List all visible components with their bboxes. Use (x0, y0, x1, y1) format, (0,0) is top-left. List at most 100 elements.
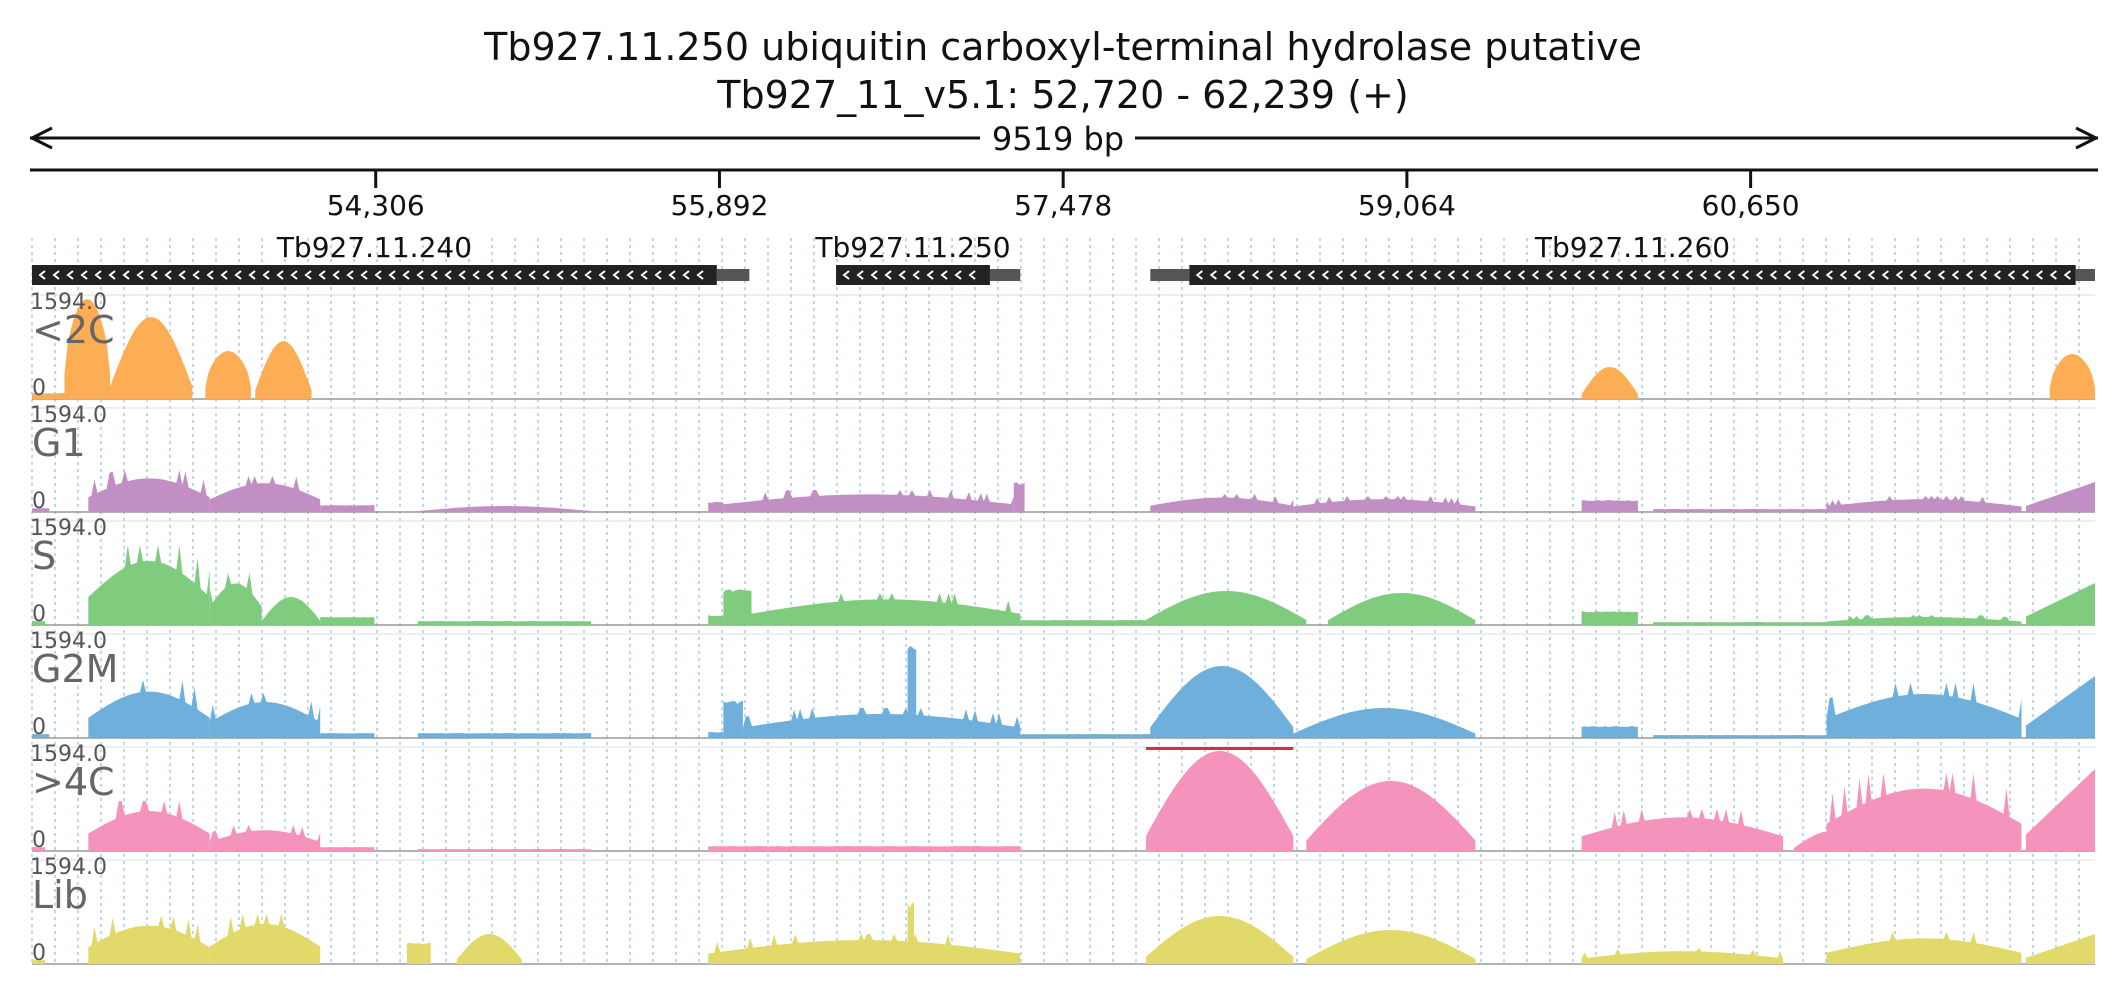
coverage-area-2 (110, 317, 193, 399)
axis-tick-label-1: 55,892 (670, 189, 768, 222)
span-left-arrow-icon (31, 126, 53, 150)
track-name-label: >4C (32, 760, 115, 804)
coverage-area-13 (1653, 735, 1827, 738)
track-zero-label: 0 (32, 489, 46, 514)
coverage-area-1 (88, 680, 210, 738)
coverage-area-5 (708, 502, 724, 512)
coverage-area-14 (1826, 615, 2022, 625)
coverage-area-8 (907, 646, 917, 738)
coverage-area-3 (320, 505, 375, 512)
coverage-area-0 (32, 960, 46, 964)
position-axis: 54,306 55,892 57,478 59,064 60,650 (30, 168, 2098, 222)
span-right-arrow-icon (2075, 126, 2097, 150)
coverage-area-0 (32, 508, 50, 512)
gene-track: Tb927.11.240 Tb927.11.250 Tb927.11.260 (32, 231, 2095, 285)
coverage-area-6 (907, 902, 915, 964)
coverage-area-3 (320, 847, 375, 851)
track-max-label: 1594.0 (30, 516, 107, 541)
coverage-area-5 (708, 934, 1021, 964)
coverage-area-1 (88, 470, 210, 512)
track-4c: 1594.0>4C 0 (30, 742, 2095, 853)
coverage-area-2 (209, 693, 321, 738)
track-zero-label: 0 (32, 828, 46, 853)
coverage-area-8 (1306, 930, 1476, 964)
coverage-area-4 (255, 341, 312, 399)
track-zero-label: 0 (32, 715, 46, 740)
coverage-area-11 (2025, 769, 2095, 851)
gene-utr-2-0 (1150, 269, 1190, 281)
coverage-area-4 (417, 849, 592, 851)
coverage-area-3 (205, 351, 251, 399)
coverage-area-9 (1293, 496, 1476, 512)
coverage-area-5 (1581, 367, 1638, 399)
coverage-area-6 (723, 700, 743, 738)
coverage-area-4 (417, 733, 592, 738)
track-max-label: 1594.0 (30, 629, 107, 654)
coverage-area-15 (2025, 583, 2095, 625)
coverage-area-12 (1826, 496, 2022, 512)
span-ruler: 9519 bp (30, 120, 2098, 158)
gene-strand-chevrons-1 (842, 270, 976, 280)
coverage-area-0 (32, 734, 50, 738)
track-2c: 1594.0<2C 0 (30, 290, 2095, 401)
coverage-area-10 (1145, 591, 1307, 625)
coverage-area-7 (1013, 482, 1025, 512)
coverage-area-6 (723, 490, 1014, 512)
coverage-area-3 (320, 733, 375, 738)
coverage-area-1 (64, 299, 111, 399)
coverage-area-9 (1020, 734, 1151, 738)
coverage-area-12 (1581, 726, 1638, 738)
axis-tick-label-3: 59,064 (1358, 189, 1456, 222)
coverage-area-8 (751, 593, 1021, 625)
track-max-label: 1594.0 (30, 403, 107, 428)
coverage-area-1 (88, 801, 210, 851)
track-name-label: G1 (32, 421, 86, 465)
coverage-area-10 (1581, 500, 1638, 512)
gene-strand-chevrons-2 (1195, 270, 2071, 280)
coverage-area-3 (406, 942, 431, 964)
locus-subtitle: Tb927_11_v5.1: 52,720 - 62,239 (+) (716, 73, 1408, 117)
gene-utr-2-1 (2075, 269, 2095, 281)
coverage-area-11 (1293, 708, 1476, 738)
track-zero-label: 0 (32, 941, 46, 966)
axis-tick-label-2: 57,478 (1014, 189, 1112, 222)
track-name-label: G2M (32, 647, 118, 691)
coverage-area-3 (261, 597, 321, 625)
coverage-area-7 (1145, 916, 1294, 964)
coverage-area-9 (1581, 948, 1784, 964)
coverage-tracks: 1594.0<2C01594.0G101594.0S01594.0G2M0159… (30, 290, 2095, 966)
gene-utr-1-0 (989, 269, 1021, 281)
track-max-label: 1594.0 (30, 742, 107, 767)
coverage-area-10 (1150, 666, 1294, 738)
figure-title: Tb927.11.250 ubiquitin carboxyl-terminal… (483, 25, 1642, 69)
coverage-area-12 (1581, 611, 1638, 625)
gene-strand-chevrons-0 (38, 270, 704, 280)
coverage-area-11 (1328, 593, 1476, 625)
coverage-area-4 (417, 506, 592, 512)
coverage-area-11 (1653, 509, 1827, 512)
coverage-area-4 (456, 934, 522, 964)
coverage-area-9 (1020, 620, 1146, 625)
coverage-area-10 (1826, 932, 2022, 964)
gene-label-2: Tb927.11.260 (1534, 231, 1730, 264)
coverage-area-4 (320, 617, 375, 625)
axis-tick-label-0: 54,306 (327, 189, 425, 222)
coverage-area-10 (1826, 773, 2022, 851)
coverage-area-8 (1150, 494, 1294, 512)
coverage-area-6 (1145, 751, 1294, 851)
coverage-area-15 (2025, 676, 2095, 738)
track-name-label: Lib (32, 873, 88, 917)
coverage-area-0 (32, 393, 65, 399)
coverage-area-1 (88, 545, 210, 625)
gene-utr-0-0 (716, 269, 750, 281)
track-s: 1594.0S 0 (30, 516, 2095, 627)
coverage-area-14 (1826, 683, 2022, 738)
gene-label-1: Tb927.11.250 (814, 231, 1010, 264)
track-name-label: S (32, 534, 56, 578)
coverage-area-2 (209, 825, 321, 851)
track-max-label: 1594.0 (30, 290, 107, 315)
track-name-label: <2C (32, 308, 115, 352)
